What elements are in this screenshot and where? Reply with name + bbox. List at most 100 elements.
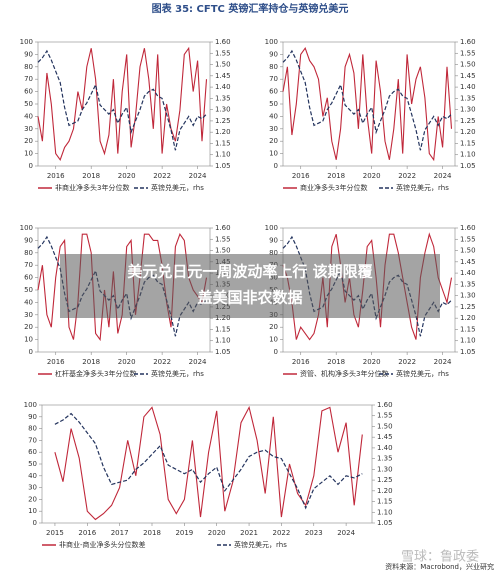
- series-line: [37, 49, 207, 151]
- y-tick-label: 60: [269, 88, 278, 96]
- y2-tick-label: 1.05: [215, 348, 231, 356]
- x-tick-label: 2022: [398, 358, 416, 366]
- y2-tick-label: 1.10: [215, 151, 231, 159]
- y-tick-label: 40: [28, 472, 37, 480]
- legend-label: 英镑兑美元，rhs: [396, 369, 449, 378]
- y-tick-label: 80: [269, 63, 278, 71]
- y2-tick-label: 1.05: [460, 162, 476, 170]
- y2-tick-label: 1.50: [215, 61, 231, 69]
- y-tick-label: 80: [24, 249, 33, 257]
- y2-tick-label: 1.15: [215, 325, 231, 333]
- y-tick-label: 80: [28, 425, 37, 433]
- x-tick-label: 2020: [363, 172, 381, 180]
- y-tick-label: 50: [269, 100, 278, 108]
- x-tick-label: 2024: [189, 172, 207, 180]
- y-tick-label: 70: [24, 75, 33, 83]
- y2-tick-label: 1.15: [377, 498, 393, 506]
- x-tick-label: 2016: [47, 172, 65, 180]
- y2-tick-label: 1.50: [215, 247, 231, 255]
- x-tick-label: 2016: [47, 358, 65, 366]
- y2-tick-label: 1.60: [460, 38, 476, 46]
- legend-label: 资管、机构净多头3年分位数: [300, 369, 388, 378]
- y-tick-label: 50: [24, 286, 33, 294]
- x-tick-label: 2020: [118, 358, 136, 366]
- y-tick-label: 30: [24, 125, 33, 133]
- y2-tick-label: 1.60: [215, 38, 231, 46]
- legend-label: 商业净多头3年分位数: [300, 183, 367, 192]
- series-line: [54, 405, 363, 521]
- y2-tick-label: 1.60: [377, 401, 393, 409]
- legend-label: 非商业净多头3年分位数: [55, 183, 129, 192]
- y2-tick-label: 1.50: [460, 247, 476, 255]
- y-tick-label: 60: [24, 274, 33, 282]
- y2-tick-label: 1.50: [377, 422, 393, 430]
- y2-tick-label: 1.05: [215, 162, 231, 170]
- y2-tick-label: 1.40: [460, 83, 476, 91]
- y-tick-label: 20: [24, 323, 33, 331]
- y-tick-label: 20: [24, 137, 33, 145]
- y-tick-label: 100: [265, 38, 278, 46]
- x-tick-label: 2018: [143, 529, 161, 537]
- y-tick-label: 40: [269, 112, 278, 120]
- y2-tick-label: 1.15: [460, 325, 476, 333]
- y2-tick-label: 1.20: [215, 128, 231, 136]
- x-tick-label: 2024: [434, 358, 452, 366]
- y2-tick-label: 1.25: [460, 117, 476, 125]
- y-tick-label: 20: [28, 495, 37, 503]
- legend-label: 非商业-商业净多头分位数差: [59, 540, 146, 549]
- x-tick-label: 2016: [78, 529, 96, 537]
- y2-tick-label: 1.10: [460, 337, 476, 345]
- y-tick-label: 50: [24, 100, 33, 108]
- y2-tick-label: 1.30: [215, 106, 231, 114]
- x-tick-label: 2020: [208, 529, 226, 537]
- y2-tick-label: 1.60: [460, 224, 476, 232]
- watermark: 雪球：鲁政委: [401, 550, 479, 565]
- x-tick-label: 2024: [189, 358, 207, 366]
- y2-tick-label: 1.35: [460, 280, 476, 288]
- y-tick-label: 90: [269, 236, 278, 244]
- y-tick-label: 0: [274, 162, 278, 170]
- y2-tick-label: 1.20: [460, 128, 476, 136]
- y-tick-label: 20: [269, 323, 278, 331]
- x-tick-label: 2018: [82, 358, 100, 366]
- y2-tick-label: 1.40: [460, 269, 476, 277]
- legend-label: 英镑兑美元，rhs: [396, 183, 449, 192]
- figure-title: 图表 35: CFTC 英镑汇率持仓与英镑兑美元: [152, 2, 349, 15]
- y2-tick-label: 1.35: [377, 455, 393, 463]
- series-line: [282, 47, 453, 162]
- y2-tick-label: 1.55: [215, 49, 231, 57]
- y-tick-label: 100: [265, 224, 278, 232]
- y2-tick-label: 1.05: [377, 519, 393, 527]
- y2-tick-label: 1.45: [460, 258, 476, 266]
- y-tick-label: 20: [269, 137, 278, 145]
- y2-tick-label: 1.30: [460, 106, 476, 114]
- x-tick-label: 2018: [82, 172, 100, 180]
- overlay-band: [60, 254, 440, 318]
- y2-tick-label: 1.35: [215, 94, 231, 102]
- y-tick-label: 40: [24, 112, 33, 120]
- y-tick-label: 0: [29, 162, 33, 170]
- y2-tick-label: 1.10: [215, 337, 231, 345]
- x-tick-label: 2022: [398, 172, 416, 180]
- y-tick-label: 10: [269, 150, 278, 158]
- y-tick-label: 60: [24, 88, 33, 96]
- y-tick-label: 10: [24, 336, 33, 344]
- y2-tick-label: 1.20: [460, 314, 476, 322]
- y2-tick-label: 1.60: [215, 224, 231, 232]
- y-tick-label: 90: [24, 236, 33, 244]
- y-tick-label: 0: [274, 348, 278, 356]
- y2-tick-label: 1.15: [215, 139, 231, 147]
- y2-tick-label: 1.35: [460, 94, 476, 102]
- y-tick-label: 100: [24, 401, 37, 409]
- y2-tick-label: 1.45: [215, 72, 231, 80]
- overlay-text: 盖美国非农数据: [197, 289, 302, 307]
- y-tick-label: 10: [28, 507, 37, 515]
- x-tick-label: 2022: [272, 529, 290, 537]
- x-tick-label: 2020: [118, 172, 136, 180]
- x-tick-label: 2021: [240, 529, 258, 537]
- x-tick-label: 2019: [175, 529, 193, 537]
- y-tick-label: 10: [24, 150, 33, 158]
- y2-tick-label: 1.45: [377, 433, 393, 441]
